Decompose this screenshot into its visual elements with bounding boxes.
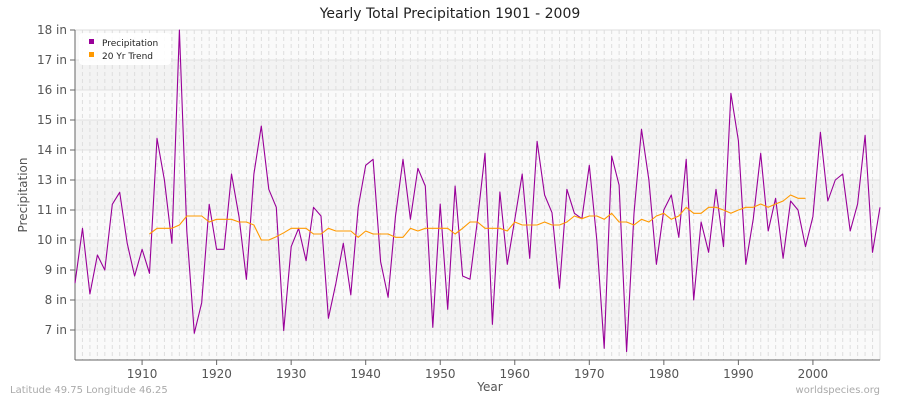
legend-marker — [89, 52, 94, 57]
x-tick-label: 1970 — [574, 367, 605, 381]
x-tick-label: 1990 — [723, 367, 754, 381]
y-tick-label: 7 in — [45, 323, 67, 337]
y-tick-label: 14 in — [37, 143, 67, 157]
y-tick-label: 8 in — [45, 293, 67, 307]
x-tick-label: 1930 — [276, 367, 307, 381]
y-tick-label: 13 in — [37, 173, 67, 187]
y-tick-label: 11 in — [37, 203, 67, 217]
legend-label: 20 Yr Trend — [102, 52, 153, 62]
trend-line — [149, 194, 806, 241]
y-tick-label: 10 in — [37, 233, 67, 247]
location-label: Latitude 49.75 Longitude 46.25 — [10, 385, 168, 396]
x-tick-label: 1920 — [201, 367, 232, 381]
legend-marker — [89, 39, 94, 44]
x-tick-label: 1960 — [499, 367, 530, 381]
x-tick-label: 1910 — [127, 367, 158, 381]
x-axis-label: Year — [476, 380, 502, 394]
y-axis-label: Precipitation — [16, 157, 30, 232]
legend-label: Precipitation — [102, 39, 158, 49]
x-tick-label: 1940 — [350, 367, 381, 381]
chart-title: Yearly Total Precipitation 1901 - 2009 — [319, 6, 581, 22]
y-tick-label: 15 in — [37, 113, 67, 127]
x-tick-label: 1950 — [425, 367, 456, 381]
x-tick-label: 1980 — [649, 367, 680, 381]
precipitation-line — [74, 29, 881, 353]
y-tick-label: 18 in — [37, 23, 67, 37]
y-tick-label: 9 in — [45, 263, 67, 277]
legend-box — [79, 33, 171, 65]
source-label: worldspecies.org — [795, 385, 880, 396]
y-tick-label: 16 in — [37, 83, 67, 97]
x-tick-label: 2000 — [798, 367, 829, 381]
y-tick-label: 17 in — [37, 53, 67, 67]
